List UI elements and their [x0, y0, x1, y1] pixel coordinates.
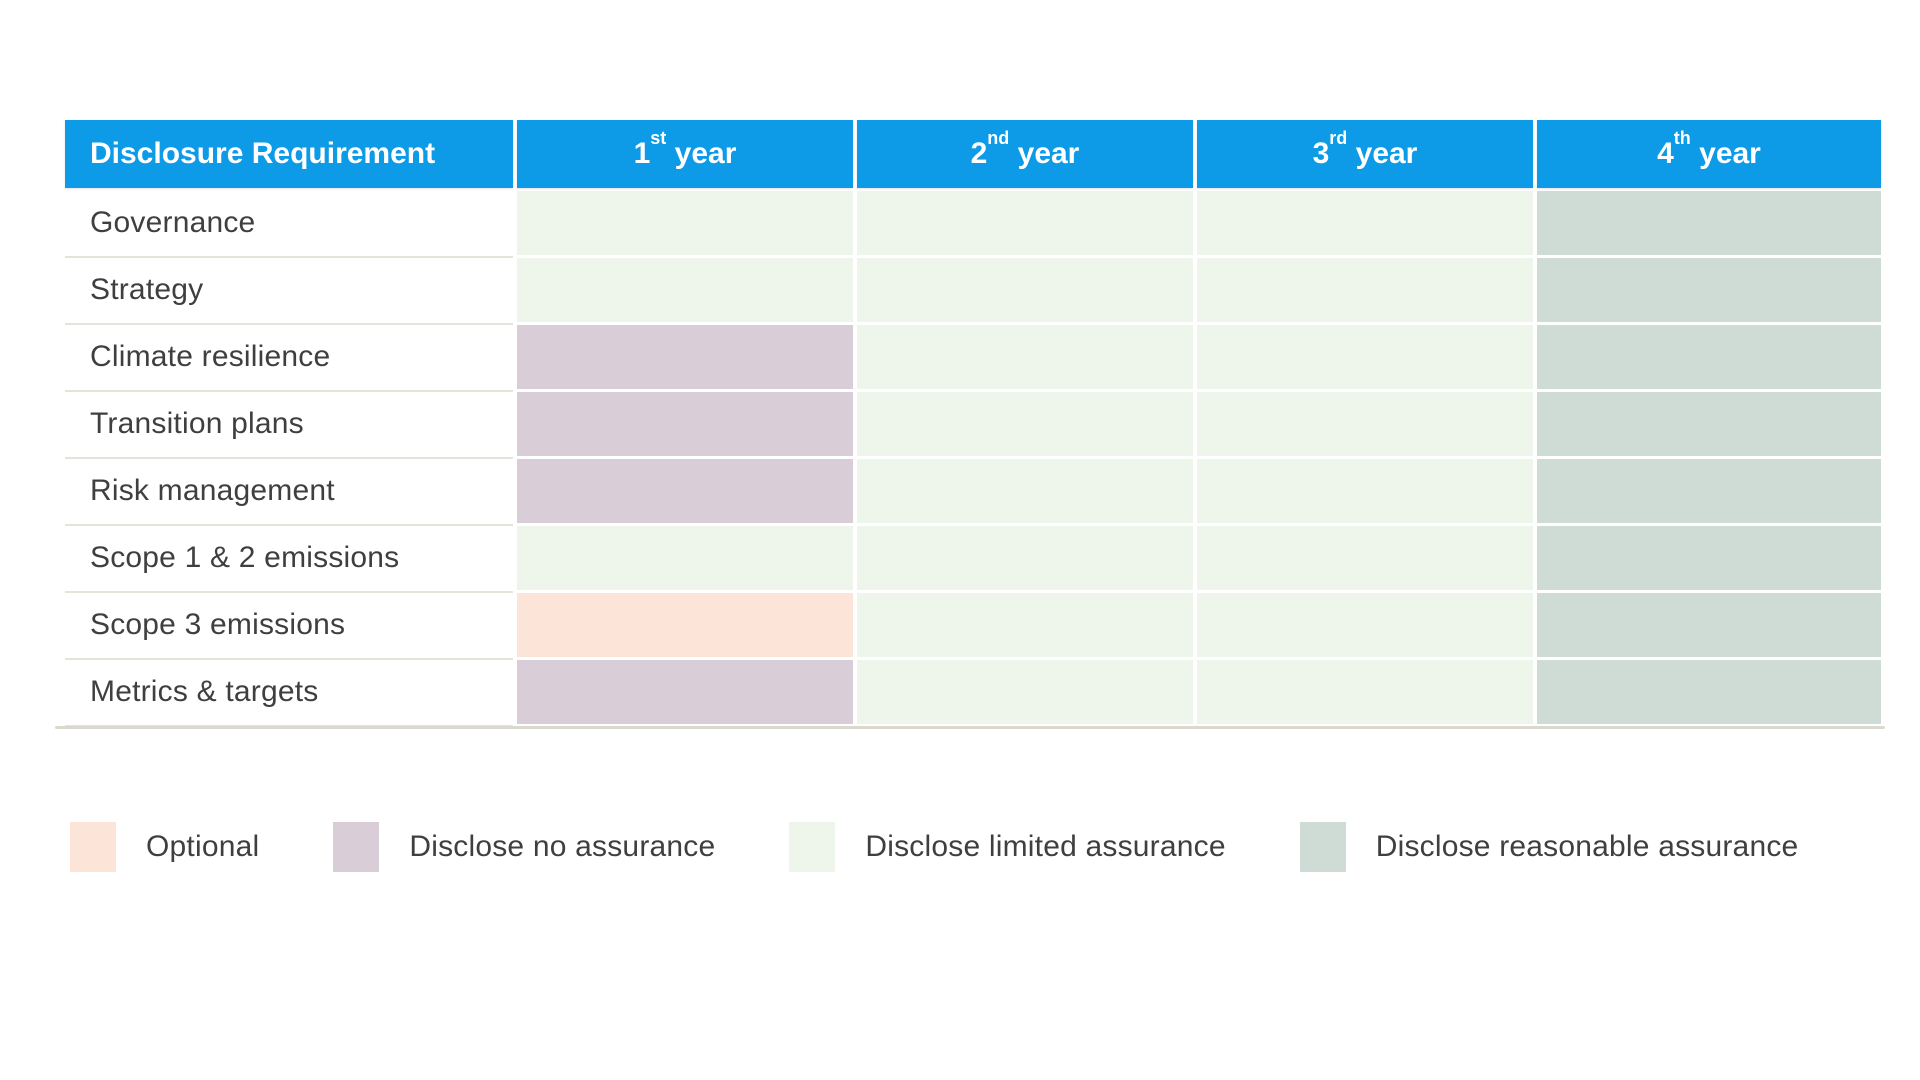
- year-1-label: 1st year: [633, 128, 737, 170]
- row-label: Governance: [90, 206, 256, 239]
- status-cell-reasonable: [1537, 258, 1881, 322]
- status-cell-limited: [1197, 660, 1533, 724]
- row-label-cell: Governance: [65, 191, 513, 258]
- table-row: Climate resilience: [65, 325, 1881, 392]
- row-label: Metrics & targets: [90, 675, 319, 708]
- status-cell-reasonable: [1537, 459, 1881, 523]
- row-label-cell: Transition plans: [65, 392, 513, 459]
- status-cell-none: [517, 392, 853, 456]
- legend-item: Disclose no assurance: [333, 822, 715, 872]
- row-label: Scope 3 emissions: [90, 608, 346, 641]
- status-cell-limited: [857, 593, 1193, 657]
- table-row: Scope 3 emissions: [65, 593, 1881, 660]
- table-row: Strategy: [65, 258, 1881, 325]
- table-row: Transition plans: [65, 392, 1881, 459]
- year-4-label: 4th year: [1657, 128, 1761, 170]
- status-cell-limited: [1197, 526, 1533, 590]
- table-header-row: Disclosure Requirement 1st year 2nd year…: [65, 120, 1881, 188]
- row-label-cell: Strategy: [65, 258, 513, 325]
- status-cell-limited: [857, 392, 1193, 456]
- legend: Optional Disclose no assurance Disclose …: [70, 822, 1872, 872]
- row-label: Strategy: [90, 273, 204, 306]
- status-cell-limited: [517, 258, 853, 322]
- status-cell-limited: [1197, 191, 1533, 255]
- status-cell-limited: [1197, 459, 1533, 523]
- status-cell-reasonable: [1537, 325, 1881, 389]
- header-cell-year-1: 1st year: [517, 120, 853, 188]
- row-label-cell: Scope 3 emissions: [65, 593, 513, 660]
- row-label-cell: Climate resilience: [65, 325, 513, 392]
- year-2-label: 2nd year: [970, 128, 1080, 170]
- row-label: Scope 1 & 2 emissions: [90, 541, 400, 574]
- legend-item: Optional: [70, 822, 259, 872]
- status-cell-limited: [857, 325, 1193, 389]
- legend-label: Disclose no assurance: [409, 830, 716, 863]
- legend-label: Optional: [146, 830, 260, 863]
- status-cell-limited: [1197, 325, 1533, 389]
- header-cell-year-2: 2nd year: [857, 120, 1193, 188]
- row-label-cell: Metrics & targets: [65, 660, 513, 727]
- table-row: Metrics & targets: [65, 660, 1881, 727]
- legend-label: Disclose reasonable assurance: [1375, 830, 1799, 863]
- year-3-label: 3rd year: [1312, 128, 1418, 170]
- row-label: Risk management: [90, 474, 335, 507]
- row-label-cell: Scope 1 & 2 emissions: [65, 526, 513, 593]
- table-row: Governance: [65, 191, 1881, 258]
- status-cell-none: [517, 660, 853, 724]
- legend-swatch-none: [333, 822, 380, 872]
- status-cell-none: [517, 325, 853, 389]
- legend-swatch-reasonable: [1299, 822, 1346, 872]
- disclosure-assurance-table: Disclosure Requirement 1st year 2nd year…: [65, 120, 1881, 727]
- legend-item: Disclose limited assurance: [789, 822, 1226, 872]
- legend-item: Disclose reasonable assurance: [1299, 822, 1799, 872]
- status-cell-reasonable: [1537, 593, 1881, 657]
- table-row: Scope 1 & 2 emissions: [65, 526, 1881, 593]
- status-cell-limited: [517, 191, 853, 255]
- table-body: Governance Strategy Climate resilience T…: [65, 191, 1881, 727]
- header-cell-year-3: 3rd year: [1197, 120, 1533, 188]
- table-row: Risk management: [65, 459, 1881, 526]
- header-cell-year-4: 4th year: [1537, 120, 1881, 188]
- status-cell-limited: [857, 459, 1193, 523]
- row-label: Transition plans: [90, 407, 304, 440]
- legend-label: Disclose limited assurance: [865, 830, 1226, 863]
- status-cell-limited: [517, 526, 853, 590]
- header-cell-disclosure-requirement: Disclosure Requirement: [65, 120, 513, 188]
- status-cell-limited: [1197, 593, 1533, 657]
- status-cell-reasonable: [1537, 526, 1881, 590]
- status-cell-limited: [857, 660, 1193, 724]
- status-cell-none: [517, 459, 853, 523]
- row-label: Climate resilience: [90, 340, 331, 373]
- status-cell-limited: [857, 526, 1193, 590]
- status-cell-limited: [1197, 258, 1533, 322]
- table-bottom-divider: [55, 726, 1885, 729]
- status-cell-reasonable: [1537, 392, 1881, 456]
- legend-swatch-limited: [789, 822, 836, 872]
- header-label: Disclosure Requirement: [90, 137, 436, 170]
- status-cell-limited: [1197, 392, 1533, 456]
- status-cell-optional: [517, 593, 853, 657]
- status-cell-limited: [857, 258, 1193, 322]
- status-cell-reasonable: [1537, 191, 1881, 255]
- status-cell-limited: [857, 191, 1193, 255]
- status-cell-reasonable: [1537, 660, 1881, 724]
- row-label-cell: Risk management: [65, 459, 513, 526]
- legend-swatch-optional: [70, 822, 116, 872]
